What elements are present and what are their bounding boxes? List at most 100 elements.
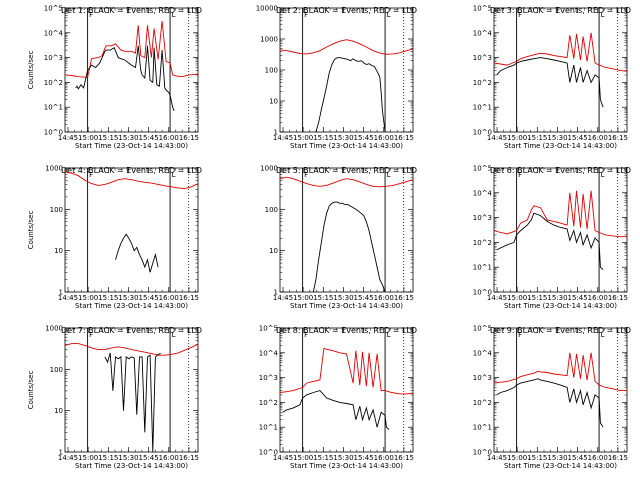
marker-label-f: F <box>518 331 522 339</box>
x-tick-label: 15:30 <box>118 134 138 142</box>
detector-panel-5: Det 5: BLACK = Events, RED = LLD 1 10 100 10… <box>260 165 417 311</box>
x-tick-label: 14:45 <box>58 454 78 462</box>
marker-label-l: L <box>387 331 391 339</box>
y-tick-label: 10^2 <box>473 399 492 407</box>
events-series-line <box>104 352 161 453</box>
x-tick-label: 14:45 <box>487 454 507 462</box>
x-axis-label: Start Time (23-Oct-14 14:43:00) <box>290 302 403 310</box>
plot-frame <box>493 167 628 293</box>
panel-title: Det 7: BLACK = Events, RED = LLD <box>61 326 202 335</box>
y-tick-label: 1 <box>274 289 278 297</box>
x-tick-label: 16:00 <box>374 134 394 142</box>
x-tick-label: 15:00 <box>78 294 98 302</box>
x-axis-label: Start Time (23-Oct-14 14:43:00) <box>504 302 617 310</box>
x-tick-label: 15:30 <box>547 294 567 302</box>
x-tick-label: 15:00 <box>293 454 313 462</box>
x-axis-label: Start Time (23-Oct-14 14:43:00) <box>504 462 617 470</box>
y-tick-label: 10^4 <box>259 349 279 357</box>
x-tick-label: 15:15 <box>98 134 118 142</box>
x-tick-label: 15:00 <box>507 134 527 142</box>
y-tick-label: 10000 <box>256 5 278 13</box>
marker-label-f: F <box>89 11 93 19</box>
events-series-line <box>282 390 390 430</box>
y-tick-label: 10^0 <box>259 449 278 457</box>
plot-frame <box>279 327 414 453</box>
y-tick-label: 100 <box>50 366 63 374</box>
marker-label-f: F <box>518 171 522 179</box>
y-tick-label: 10^2 <box>473 79 492 87</box>
lld-series-line <box>64 343 199 356</box>
x-tick-label: 16:00 <box>374 454 394 462</box>
y-tick-label: 1000 <box>260 165 278 173</box>
y-tick-label: 10^1 <box>473 104 492 112</box>
x-tick-label: 14:45 <box>273 294 293 302</box>
y-tick-label: 10^5 <box>259 325 278 333</box>
y-tick-label: 10^5 <box>473 325 492 333</box>
y-tick-label: 1000 <box>45 325 63 333</box>
y-tick-label: 10^3 <box>473 214 492 222</box>
x-tick-label: 15:15 <box>527 134 547 142</box>
x-tick-label: 15:45 <box>139 454 159 462</box>
marker-label-l: L <box>601 331 605 339</box>
marker-label-l: L <box>172 171 176 179</box>
x-tick-label: 16:15 <box>179 294 199 302</box>
x-tick-label: 14:45 <box>487 134 507 142</box>
x-tick-label: 15:15 <box>313 294 333 302</box>
marker-label-l: L <box>387 11 391 19</box>
x-tick-label: 15:00 <box>78 454 98 462</box>
marker-label-f: F <box>89 171 93 179</box>
x-tick-label: 16:15 <box>179 134 199 142</box>
x-axis-label: Start Time (23-Oct-14 14:43:00) <box>290 142 403 150</box>
y-tick-label: 1000 <box>260 36 278 44</box>
x-tick-label: 16:00 <box>159 454 179 462</box>
y-tick-label: 10^4 <box>473 189 493 197</box>
y-axis-label: Counts/sec <box>27 51 35 90</box>
events-series-line <box>496 57 604 108</box>
x-tick-label: 15:45 <box>354 454 374 462</box>
lld-series-line <box>64 171 199 189</box>
y-tick-label: 10^1 <box>473 264 492 272</box>
y-tick-label: 10^5 <box>473 5 492 13</box>
x-tick-label: 15:45 <box>568 454 588 462</box>
x-tick-label: 16:00 <box>588 134 608 142</box>
panel-title: Det 8: BLACK = Events, RED = LLD <box>276 326 417 335</box>
panel-title: Det 1: BLACK = Events, RED = LLD <box>61 6 202 15</box>
events-series-line <box>496 212 604 270</box>
x-axis-label: Start Time (23-Oct-14 14:43:00) <box>75 302 188 310</box>
x-tick-label: 15:00 <box>507 294 527 302</box>
detector-panel-3: Det 3: BLACK = Events, RED = LLD 10^0 10^1… <box>473 5 631 151</box>
x-tick-label: 15:00 <box>293 294 313 302</box>
x-tick-label: 15:15 <box>98 454 118 462</box>
x-tick-label: 14:45 <box>58 294 78 302</box>
y-tick-label: 10^2 <box>44 79 63 87</box>
plot-frame <box>64 7 199 133</box>
x-tick-label: 15:15 <box>98 294 118 302</box>
lld-series-line <box>279 347 414 395</box>
events-series-line <box>312 201 386 293</box>
events-series-line <box>315 57 386 133</box>
x-tick-label: 15:30 <box>547 134 567 142</box>
panel-title: Det 4: BLACK = Events, RED = LLD <box>61 166 202 175</box>
x-tick-label: 14:45 <box>273 134 293 142</box>
x-tick-label: 15:30 <box>118 294 138 302</box>
x-tick-label: 16:15 <box>608 454 628 462</box>
x-tick-label: 15:30 <box>333 294 353 302</box>
y-tick-label: 10^0 <box>473 129 492 137</box>
y-tick-label: 10^0 <box>473 449 492 457</box>
x-tick-label: 14:45 <box>273 454 293 462</box>
y-tick-label: 10 <box>269 98 278 106</box>
y-tick-label: 100 <box>265 206 278 214</box>
events-series-line <box>115 233 159 273</box>
panel-title: Det 3: BLACK = Events, RED = LLD <box>490 6 631 15</box>
y-tick-label: 10^4 <box>473 29 493 37</box>
panel-title: Det 9: BLACK = Events, RED = LLD <box>490 326 631 335</box>
detector-panel-8: Det 8: BLACK = Events, RED = LLD 10^0 10^1… <box>259 325 417 471</box>
x-axis-label: Start Time (23-Oct-14 14:43:00) <box>504 142 617 150</box>
x-tick-label: 14:45 <box>487 294 507 302</box>
marker-label-l: L <box>172 11 176 19</box>
y-tick-label: 100 <box>50 206 63 214</box>
x-axis-label: Start Time (23-Oct-14 14:43:00) <box>75 462 188 470</box>
detector-panel-4: Det 4: BLACK = Events, RED = LLD 1 10 100 10… <box>27 165 202 311</box>
x-tick-label: 16:15 <box>394 454 414 462</box>
detector-panel-1: Det 1: BLACK = Events, RED = LLD 10^0 10^1… <box>27 5 202 151</box>
